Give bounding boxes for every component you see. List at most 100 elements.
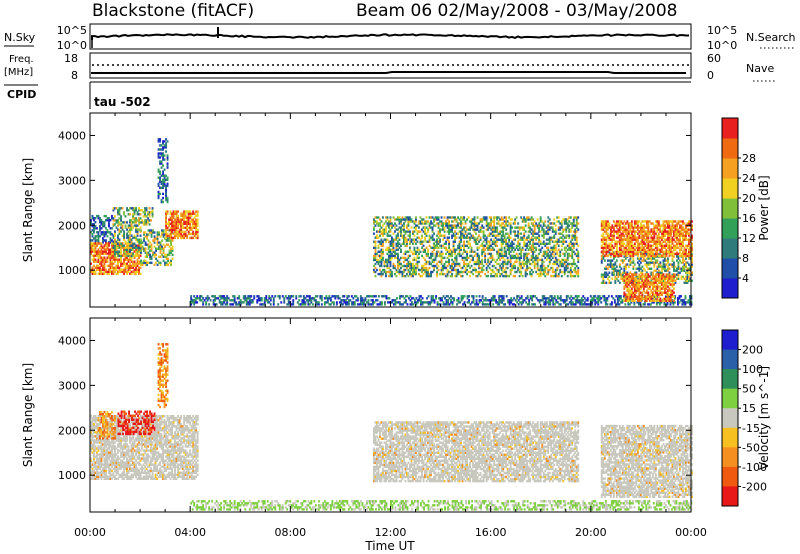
echo-cell [658,301,661,304]
echo-cell [174,230,176,234]
echo-cell [430,274,432,278]
echo-cell [100,246,103,249]
echo-cell [520,295,523,298]
echo-cell [484,297,487,300]
echo-cell [184,222,187,225]
echo-cell [260,297,263,300]
echo-cell [117,254,119,258]
echo-cell [162,142,164,145]
echo-cell [320,303,323,306]
echo-cell [436,272,438,276]
echo-cell [132,264,134,267]
echo-cell [379,250,381,253]
echo-cell [99,254,101,257]
echo-cell [448,252,450,256]
echo-cell [412,258,414,262]
echo-cell [399,297,401,300]
echo-cell [140,241,142,244]
echo-cell [114,207,116,210]
echo-cell [383,260,386,264]
echo-cell [561,299,564,302]
echo-cell [550,295,553,298]
echo-cell [475,252,477,256]
echo-cell [418,297,421,300]
echo-cell [659,261,662,264]
echo-cell [171,224,173,227]
echo-cell [187,232,190,236]
echo-cell [274,295,277,298]
echo-cell [97,248,100,251]
echo-cell [138,238,140,241]
echo-cell [583,303,586,306]
echo-cell [523,299,526,302]
echo-cell [224,299,227,302]
echo-cell [552,297,555,300]
echo-cell [250,299,253,302]
echo-cell [361,301,364,304]
echo-cell [155,261,157,264]
echo-cell [603,295,606,298]
echo-cell [409,236,411,239]
echo-cell [117,221,119,224]
echo-cell [178,222,181,225]
echo-cell [432,297,434,300]
echo-cell [401,264,404,268]
echo-cell [454,262,456,266]
echo-cell [482,246,485,249]
echo-cell [382,244,384,247]
echo-cell [248,301,251,304]
echo-cell [380,244,383,247]
echo-cell [123,262,125,265]
echo-cell [466,295,469,298]
echo-cell [114,232,116,235]
echo-cell [142,223,145,226]
echo-cell [466,258,468,262]
echo-cell [442,228,444,231]
echo-cell [427,272,429,276]
echo-cell [367,299,370,302]
echo-cell [157,140,160,143]
echo-cell [412,220,414,223]
echo-cell [205,297,208,300]
echo-cell [439,238,441,241]
echo-cell [165,261,168,264]
echo-cell [287,297,290,300]
echo-cell [514,299,517,302]
echo-cell [124,264,127,267]
echo-cell [436,274,438,278]
echo-cell [448,232,450,235]
echo-cell [224,303,227,306]
echo-cell [517,303,520,306]
echo-cell [443,228,446,231]
echo-cell [141,247,144,250]
echo-cell [473,216,476,219]
echo-cell [446,216,449,219]
echo-cell [434,216,437,219]
echo-cell [430,272,432,276]
echo-cell [439,230,441,233]
echo-cell [398,262,401,266]
echo-cell [395,234,398,237]
echo-cell [376,303,379,306]
echo-cell [387,297,389,300]
echo-cell [114,246,116,249]
echo-cell [379,224,381,227]
echo-cell [160,152,163,155]
echo-cell [615,265,618,268]
echo-cell [428,236,431,239]
echo-cell [416,236,419,239]
echo-cell [148,207,151,210]
echo-cell [619,295,622,298]
echo-cell [383,238,386,241]
echo-cell [457,270,459,274]
echo-cell [503,258,506,262]
echo-cell [404,250,407,253]
echo-cell [374,242,377,245]
echo-cell [542,240,545,243]
echo-cell [583,301,586,304]
echo-cell [129,258,131,261]
echo-cell [544,301,547,304]
echo-cell [298,299,301,302]
echo-cell [97,252,100,255]
echo-cell [170,251,172,254]
